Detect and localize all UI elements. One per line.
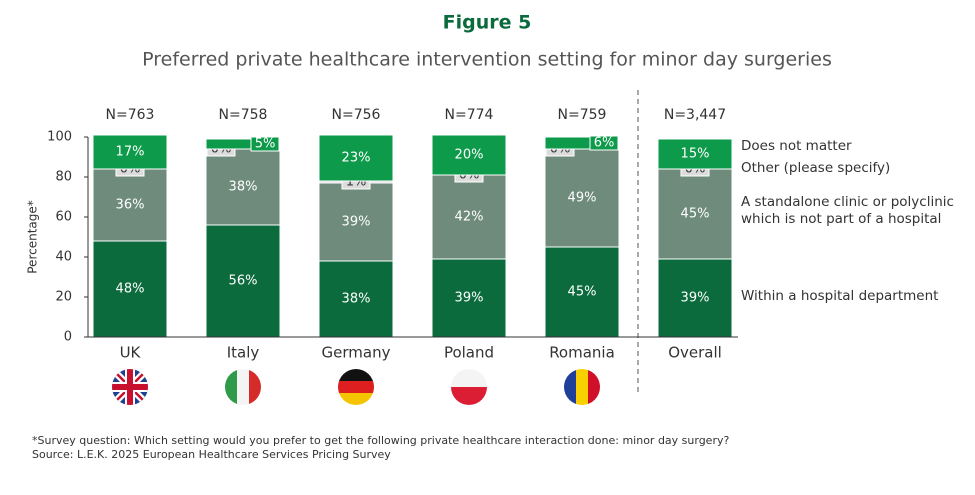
value-label: 38% <box>229 180 258 195</box>
value-label: 5% <box>255 137 276 152</box>
value-label: 56% <box>229 274 258 289</box>
value-label: 39% <box>455 291 484 306</box>
value-label: 20% <box>455 148 484 163</box>
figure-label: Figure 5 <box>443 12 532 34</box>
y-tick-label: 40 <box>55 250 72 265</box>
n-label: N=758 <box>219 107 268 123</box>
bar-segment <box>657 138 733 170</box>
n-label: N=774 <box>445 107 494 123</box>
value-label: 17% <box>116 145 145 160</box>
value-label: 48% <box>116 282 145 297</box>
label-box <box>250 136 280 152</box>
flags <box>112 369 600 405</box>
bar-segment <box>205 138 281 150</box>
value-label: 42% <box>455 210 484 225</box>
n-label: N=759 <box>558 107 607 123</box>
x-tick-label: Germany <box>322 344 391 362</box>
legend-entry: Other (please specify) <box>741 160 891 176</box>
x-tick-label: UK <box>120 344 142 362</box>
y-tick-label: 100 <box>47 130 72 145</box>
value-label: 23% <box>342 151 371 166</box>
value-label: 6% <box>594 136 615 151</box>
value-label: 45% <box>681 207 710 222</box>
y-tick-label: 20 <box>55 290 72 305</box>
footnote: *Survey question: Which setting would yo… <box>32 434 730 447</box>
x-tick-label: Overall <box>668 344 722 362</box>
y-axis-label: Percentage* <box>26 200 40 274</box>
bar-segment <box>205 148 281 226</box>
value-label: 39% <box>342 215 371 230</box>
n-label: N=3,447 <box>664 107 726 123</box>
flag-germany <box>338 369 374 405</box>
value-label: 45% <box>568 285 597 300</box>
n-label: N=756 <box>332 107 381 123</box>
x-tick-label: Italy <box>227 344 260 362</box>
bar-segment <box>92 134 168 170</box>
flag-poland <box>451 369 487 405</box>
bar-segment <box>431 258 507 338</box>
bar-segment <box>92 168 168 242</box>
y-tick-label: 0 <box>64 330 72 345</box>
flag-uk <box>112 369 148 405</box>
flag-romania <box>564 369 600 405</box>
bar-segment <box>657 168 733 260</box>
bar-segment <box>318 134 394 182</box>
x-tick-label: Romania <box>549 344 615 362</box>
label-box <box>589 135 619 151</box>
value-label: 36% <box>116 198 145 213</box>
value-label: 15% <box>681 147 710 162</box>
footnote: Source: L.E.K. 2025 European Healthcare … <box>32 448 391 461</box>
bar-segment <box>544 148 620 248</box>
legend-entry: Within a hospital department <box>741 288 939 304</box>
value-label: 39% <box>681 291 710 306</box>
y-tick-label: 80 <box>55 170 72 185</box>
legend-entry: A standalone clinic or polyclinic which … <box>741 194 954 227</box>
chart-title: Preferred private healthcare interventio… <box>142 49 832 71</box>
value-label: 49% <box>568 191 597 206</box>
legend-entry: Does not matter <box>741 138 852 154</box>
n-label: N=763 <box>106 107 155 123</box>
value-label: 38% <box>342 292 371 307</box>
flag-italy <box>225 369 261 405</box>
x-tick-label: Poland <box>444 344 494 362</box>
bar-segment <box>318 182 394 262</box>
y-tick-label: 60 <box>55 210 72 225</box>
bar-segment <box>431 174 507 260</box>
bar-segment <box>431 134 507 176</box>
